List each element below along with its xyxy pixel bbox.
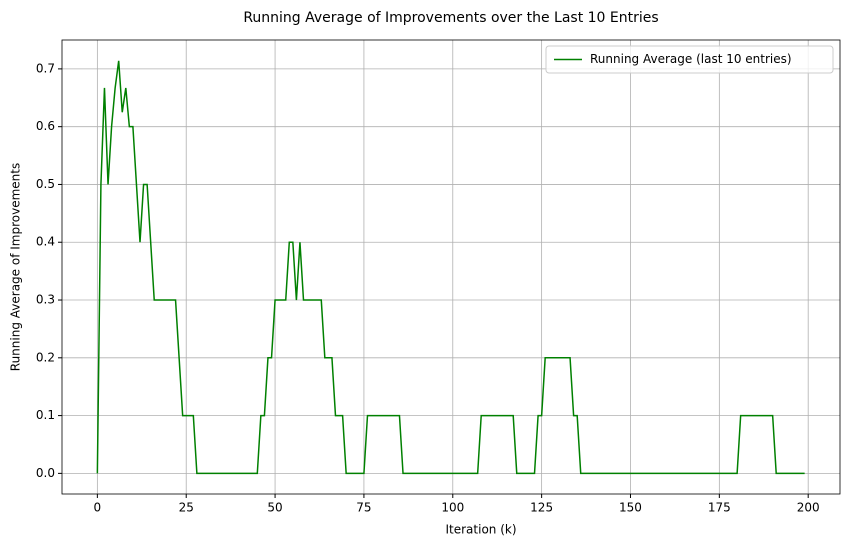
- y-tick-label: 0.5: [36, 177, 55, 191]
- x-tick-label: 50: [267, 501, 282, 515]
- y-tick-label: 0.1: [36, 408, 55, 422]
- y-tick-label: 0.2: [36, 350, 55, 364]
- chart-title: Running Average of Improvements over the…: [243, 10, 658, 26]
- y-tick-label: 0.0: [36, 466, 55, 480]
- legend-label: Running Average (last 10 entries): [590, 52, 792, 66]
- line-series: [96, 60, 805, 475]
- x-tick-label: 100: [441, 501, 464, 515]
- x-tick-label: 125: [530, 501, 553, 515]
- x-axis-label: Iteration (k): [445, 523, 516, 537]
- y-tick-label: 0.3: [36, 293, 55, 307]
- x-tick-label: 200: [797, 501, 820, 515]
- y-axis-label: Running Average of Improvements: [9, 163, 23, 371]
- legend-box: [545, 45, 834, 74]
- plot-frame: [61, 39, 841, 495]
- y-tick-label: 0.6: [36, 119, 55, 133]
- x-tick-label: 25: [179, 501, 194, 515]
- x-tick-label: 0: [94, 501, 102, 515]
- x-tick-label: 175: [708, 501, 731, 515]
- y-tick-label: 0.4: [36, 235, 55, 249]
- x-tick-label: 75: [356, 501, 371, 515]
- y-tick-label: 0.7: [36, 61, 55, 75]
- x-tick-label: 150: [619, 501, 642, 515]
